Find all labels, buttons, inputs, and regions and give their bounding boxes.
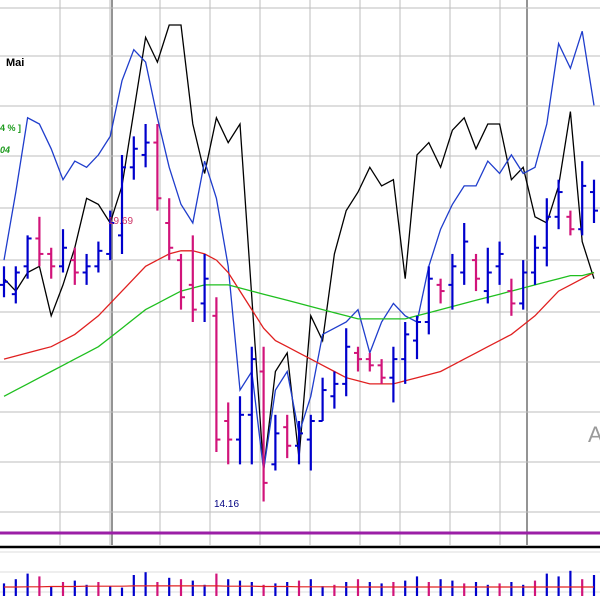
price-bar bbox=[472, 253, 480, 292]
price-bar bbox=[401, 322, 410, 384]
price-bar bbox=[436, 278, 445, 304]
price-bar bbox=[212, 297, 221, 452]
annotation-high: 19.69 bbox=[108, 216, 133, 227]
price-bar bbox=[483, 247, 492, 304]
price-bar bbox=[259, 346, 268, 502]
price-bar bbox=[448, 253, 457, 310]
price-bar bbox=[47, 247, 56, 279]
price-bar bbox=[82, 253, 91, 285]
price-bar bbox=[118, 154, 126, 254]
price-bar bbox=[94, 241, 103, 273]
price-bar bbox=[23, 235, 32, 279]
price-bar bbox=[283, 414, 292, 459]
price-bar bbox=[413, 315, 421, 360]
month-label: Mai bbox=[6, 57, 24, 69]
price-bar bbox=[354, 346, 362, 372]
price-bar bbox=[590, 179, 598, 223]
volume-panel bbox=[2, 570, 596, 596]
price-bar bbox=[200, 253, 209, 322]
price-bar bbox=[377, 359, 386, 384]
price-bar bbox=[578, 161, 587, 236]
series-line-3 bbox=[3, 271, 595, 397]
price-bar bbox=[177, 253, 185, 310]
price-bar bbox=[566, 210, 575, 236]
price-bar bbox=[188, 235, 197, 322]
price-bar bbox=[342, 328, 351, 397]
price-bar bbox=[271, 414, 280, 471]
price-bar bbox=[153, 124, 162, 211]
price-bar bbox=[554, 179, 563, 230]
price-bar bbox=[141, 124, 150, 168]
price-bar bbox=[460, 223, 469, 285]
price-bar bbox=[70, 247, 79, 285]
price-bar bbox=[295, 421, 303, 465]
price-bar bbox=[236, 396, 244, 465]
price-bar bbox=[495, 241, 504, 285]
price-bar bbox=[0, 266, 8, 298]
price-bar bbox=[35, 216, 44, 267]
price-bar bbox=[542, 198, 551, 267]
price-bar bbox=[519, 260, 528, 310]
price-bar bbox=[318, 377, 327, 422]
percent-fragment: 4 % ] bbox=[0, 123, 21, 133]
annotation-low: 14.16 bbox=[214, 499, 239, 510]
price-bar bbox=[11, 266, 20, 304]
price-bar bbox=[247, 346, 256, 465]
volume-average-line bbox=[4, 585, 594, 588]
watermark: A bbox=[588, 422, 600, 447]
price-bar bbox=[224, 402, 233, 465]
price-bar bbox=[330, 371, 339, 409]
value-fragment: 04 bbox=[0, 145, 10, 155]
price-bar bbox=[59, 229, 67, 273]
series-line-2 bbox=[3, 250, 595, 385]
price-bar bbox=[129, 136, 138, 180]
price-bar bbox=[106, 210, 115, 261]
price-bar bbox=[389, 346, 398, 403]
price-bar bbox=[424, 266, 433, 335]
price-bar bbox=[531, 235, 539, 285]
price-bar bbox=[306, 414, 315, 471]
price-bars bbox=[0, 124, 598, 502]
price-bar bbox=[165, 198, 174, 261]
price-bar bbox=[507, 278, 516, 316]
price-bar bbox=[365, 352, 374, 372]
